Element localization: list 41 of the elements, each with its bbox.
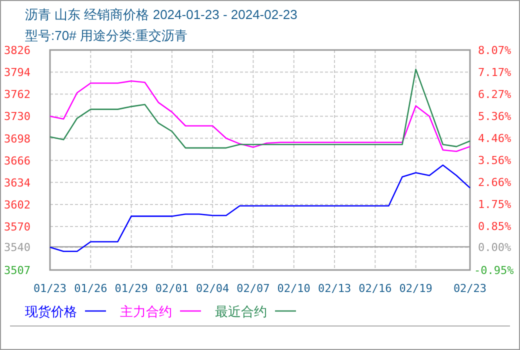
legend-label: 最近合约	[215, 304, 267, 319]
legend-label: 现货价格	[25, 304, 77, 319]
y-tick-label: 3634	[4, 176, 31, 190]
y2-tick-label: 6.27%	[478, 88, 512, 101]
line-series	[49, 164, 471, 252]
y-tick-label: 3540	[4, 241, 30, 254]
y-tick-label: 3794	[4, 66, 31, 80]
x-tick-label: 02/10	[277, 282, 310, 295]
y2-tick-label: 2.66%	[478, 176, 512, 189]
x-tick-label: 02/23	[453, 282, 487, 295]
x-tick-label: 02/01	[155, 282, 188, 295]
x-tick-label: 02/07	[236, 282, 270, 295]
y2-tick-label: 3.56%	[478, 154, 512, 167]
x-tick-label: 01/29	[114, 282, 148, 295]
x-tick-label: 01/23	[33, 282, 67, 295]
y2-tick-label: 1.75%	[478, 198, 512, 212]
x-tick-label: 02/19	[399, 282, 432, 295]
chart-title: 沥青 山东 经销商价格 2024-01-23 - 2024-02-23	[25, 7, 298, 22]
y2-tick-label: 5.36%	[478, 110, 512, 124]
y2-tick-label: 7.17%	[478, 66, 512, 79]
y-tick-label: 3602	[4, 198, 30, 212]
y-tick-label: 3570	[4, 220, 30, 234]
x-tick-label: 01/26	[74, 282, 108, 295]
y-tick-label: 3666	[4, 154, 30, 168]
line-series	[49, 68, 471, 149]
x-tick-label: 02/16	[358, 282, 392, 295]
x-tick-label: 02/13	[318, 282, 352, 295]
y-tick-label: 3730	[4, 110, 30, 124]
y2-tick-label: 4.46%	[478, 132, 512, 146]
y2-tick-label: 0.00%	[478, 240, 512, 254]
y2-tick-label: 0.85%	[478, 220, 512, 234]
y2-tick-label: -0.95%	[474, 264, 514, 277]
y-tick-label: 3762	[4, 88, 30, 102]
y-tick-label: 3698	[4, 132, 30, 146]
x-tick-label: 02/04	[196, 282, 230, 295]
chart-subtitle: 型号:70# 用途分类:重交沥青	[25, 28, 188, 43]
y-tick-label: 3826	[4, 44, 30, 57]
y2-tick-label: 8.07%	[478, 44, 512, 57]
line-series	[49, 80, 471, 152]
legend-label: 主力合约	[120, 304, 172, 319]
y-tick-label: 3507	[4, 264, 30, 277]
